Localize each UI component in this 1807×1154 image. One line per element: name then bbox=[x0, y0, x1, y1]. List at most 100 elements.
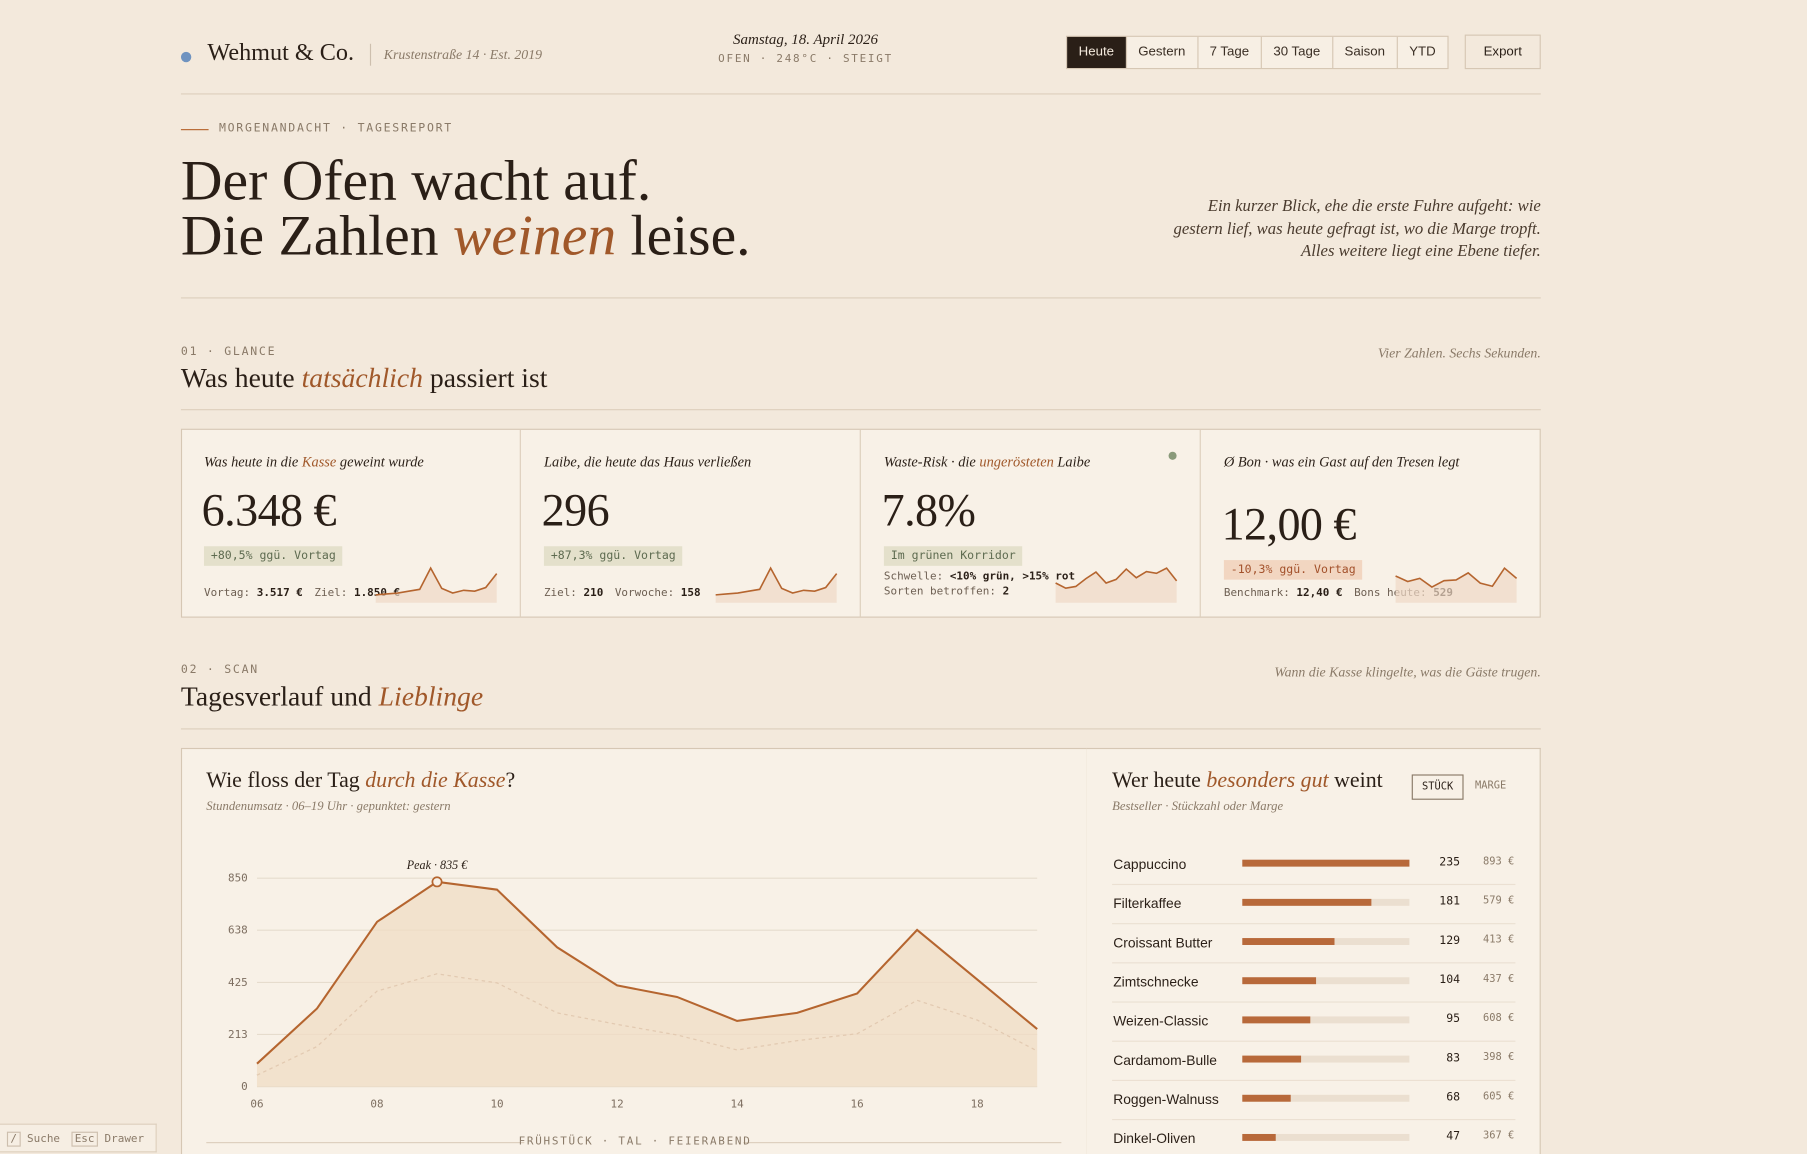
panel-subtitle: Stundenumsatz · 06–19 Uhr · gepunktet: g… bbox=[206, 799, 451, 814]
lede: Ein kurzer Blick, ehe die erste Fuhre au… bbox=[1173, 197, 1541, 261]
sparkline bbox=[715, 566, 838, 603]
text: Waste-Risk · die bbox=[883, 454, 980, 471]
meta-value: 12,40 € bbox=[1296, 586, 1343, 600]
date: Samstag, 18. April 2026 bbox=[733, 29, 879, 48]
export-button[interactable]: Export bbox=[1464, 34, 1541, 70]
product-name: Weizen-Classic bbox=[1113, 1012, 1209, 1030]
status-dot bbox=[180, 51, 192, 63]
section-title: Tagesverlauf und Lieblinge bbox=[181, 682, 483, 713]
divider bbox=[369, 43, 372, 66]
count-label: 95 bbox=[1446, 1012, 1461, 1026]
kpi-value: 296 bbox=[541, 484, 610, 536]
tab[interactable]: Saison bbox=[1331, 36, 1397, 68]
meta-value: <10% grün, >15% rot bbox=[949, 570, 1076, 584]
text: leise. bbox=[616, 202, 751, 268]
x-tick-label: 16 bbox=[851, 1097, 864, 1110]
y-tick-label: 850 bbox=[228, 872, 248, 885]
kpi-label: Ø Bon · was ein Gast auf den Tresen legt bbox=[1224, 453, 1460, 471]
key-label: Drawer bbox=[104, 1132, 145, 1146]
bar bbox=[1242, 1094, 1291, 1102]
bestseller-panel bbox=[1086, 747, 1541, 1154]
eyebrow: MORGENANDACHT · TAGESREPORT bbox=[218, 122, 453, 135]
eyebrow-line bbox=[180, 129, 209, 131]
text: passiert ist bbox=[422, 364, 548, 395]
bar bbox=[1242, 1016, 1310, 1024]
panel-subtitle: Bestseller · Stückzahl oder Marge bbox=[1112, 799, 1284, 814]
meta-value: 2 bbox=[1002, 585, 1010, 599]
kpi-card: Laibe, die heute das Haus verließen 296 +8… bbox=[521, 429, 861, 618]
count-label: 129 bbox=[1439, 934, 1461, 948]
x-tick-label: 14 bbox=[731, 1097, 745, 1110]
rule bbox=[180, 297, 1541, 299]
bar-track bbox=[1242, 1094, 1410, 1102]
text: Was heute in die bbox=[203, 454, 302, 471]
kpi-delta: +87,3% ggü. Vortag bbox=[543, 546, 683, 566]
product-name: Croissant Butter bbox=[1113, 934, 1213, 951]
tab[interactable]: 7 Tage bbox=[1196, 36, 1261, 68]
text: weint bbox=[1328, 768, 1383, 793]
meta-key: Vortag: bbox=[203, 586, 251, 600]
text: Laibe bbox=[1053, 454, 1091, 471]
count-label: 104 bbox=[1439, 973, 1461, 987]
divider bbox=[206, 1142, 525, 1144]
bar bbox=[1242, 1133, 1276, 1141]
meta-value: 210 bbox=[583, 586, 604, 600]
tab[interactable]: 30 Tage bbox=[1260, 36, 1332, 68]
bar bbox=[1242, 898, 1372, 906]
text: Laibe, die heute das Haus verließen bbox=[543, 454, 752, 471]
x-tick-label: 18 bbox=[971, 1097, 984, 1110]
hero-title: Der Ofen wacht auf. Die Zahlen weinen le… bbox=[181, 151, 751, 264]
emphasis: durch die Kasse bbox=[365, 768, 506, 793]
sparkline-area bbox=[715, 568, 837, 603]
bestseller-row: Cappuccino 235 893 € bbox=[1112, 845, 1516, 886]
meta-key: Ziel: bbox=[314, 586, 348, 600]
rule bbox=[180, 728, 1541, 730]
bestseller-row: Cardamom-Bulle 83 398 € bbox=[1112, 1041, 1516, 1081]
bar bbox=[1242, 977, 1317, 985]
kpi-label: Was heute in die Kasse geweint wurde bbox=[204, 453, 440, 471]
text: Wie floss der Tag bbox=[206, 768, 366, 793]
margin-label: 605 € bbox=[1483, 1091, 1515, 1103]
meta-value: 3.517 € bbox=[256, 586, 303, 600]
kpi-strip: Was heute in die Kasse geweint wurde 6.34… bbox=[180, 428, 1541, 618]
sparkline-area bbox=[1055, 568, 1177, 603]
meta-value: 158 bbox=[680, 586, 701, 600]
bar bbox=[1242, 1055, 1302, 1063]
meta-key: Ziel: bbox=[543, 586, 577, 600]
rule bbox=[180, 409, 1541, 411]
sparkline-line bbox=[1055, 567, 1178, 590]
count-label: 235 bbox=[1439, 856, 1461, 869]
text: geweint wurde bbox=[336, 454, 424, 471]
tab[interactable]: Gestern bbox=[1125, 36, 1197, 68]
x-tick-label: 10 bbox=[490, 1097, 503, 1110]
tab[interactable]: Heute bbox=[1067, 36, 1126, 68]
margin-label: 579 € bbox=[1483, 895, 1515, 907]
toggle-option[interactable]: STÜCK bbox=[1411, 774, 1464, 800]
section-number: 01 · GLANCE bbox=[180, 345, 277, 359]
key: Esc bbox=[71, 1131, 98, 1147]
bestseller-row: Roggen-Walnuss 68 605 € bbox=[1112, 1080, 1516, 1121]
brand: Wehmut & Co. bbox=[207, 38, 355, 66]
text: Ø Bon · was ein Gast auf den Tresen legt bbox=[1223, 454, 1460, 471]
kpi-meta: Vortag: 3.517 € Ziel: 1.850 € bbox=[204, 585, 412, 600]
section-title: Was heute tatsächlich passiert ist bbox=[181, 364, 548, 395]
emphasis: tatsächlich bbox=[301, 364, 423, 395]
sparkline-area bbox=[1395, 568, 1517, 603]
text: Was heute bbox=[180, 364, 302, 395]
peak-label: Peak · 835 € bbox=[406, 858, 468, 872]
address: Krustenstraße 14 · Est. 2019 bbox=[383, 46, 543, 63]
emphasis: ungerösteten bbox=[979, 454, 1054, 471]
section-number: 02 · SCAN bbox=[180, 663, 259, 677]
sparkline-area bbox=[375, 568, 497, 603]
section-aside: Wann die Kasse klingelte, was die Gäste … bbox=[1274, 663, 1541, 680]
tab[interactable]: YTD bbox=[1396, 36, 1448, 68]
product-name: Dinkel-Oliven bbox=[1113, 1130, 1196, 1147]
emphasis: Lieblinge bbox=[378, 682, 484, 713]
area bbox=[256, 881, 1038, 1087]
emphasis: weinen bbox=[452, 202, 617, 268]
toggle-option[interactable]: MARGE bbox=[1475, 780, 1507, 792]
product-name: Zimtschnecke bbox=[1113, 973, 1199, 990]
kpi-delta: +80,5% ggü. Vortag bbox=[203, 546, 343, 566]
product-name: Cappuccino bbox=[1113, 856, 1187, 873]
